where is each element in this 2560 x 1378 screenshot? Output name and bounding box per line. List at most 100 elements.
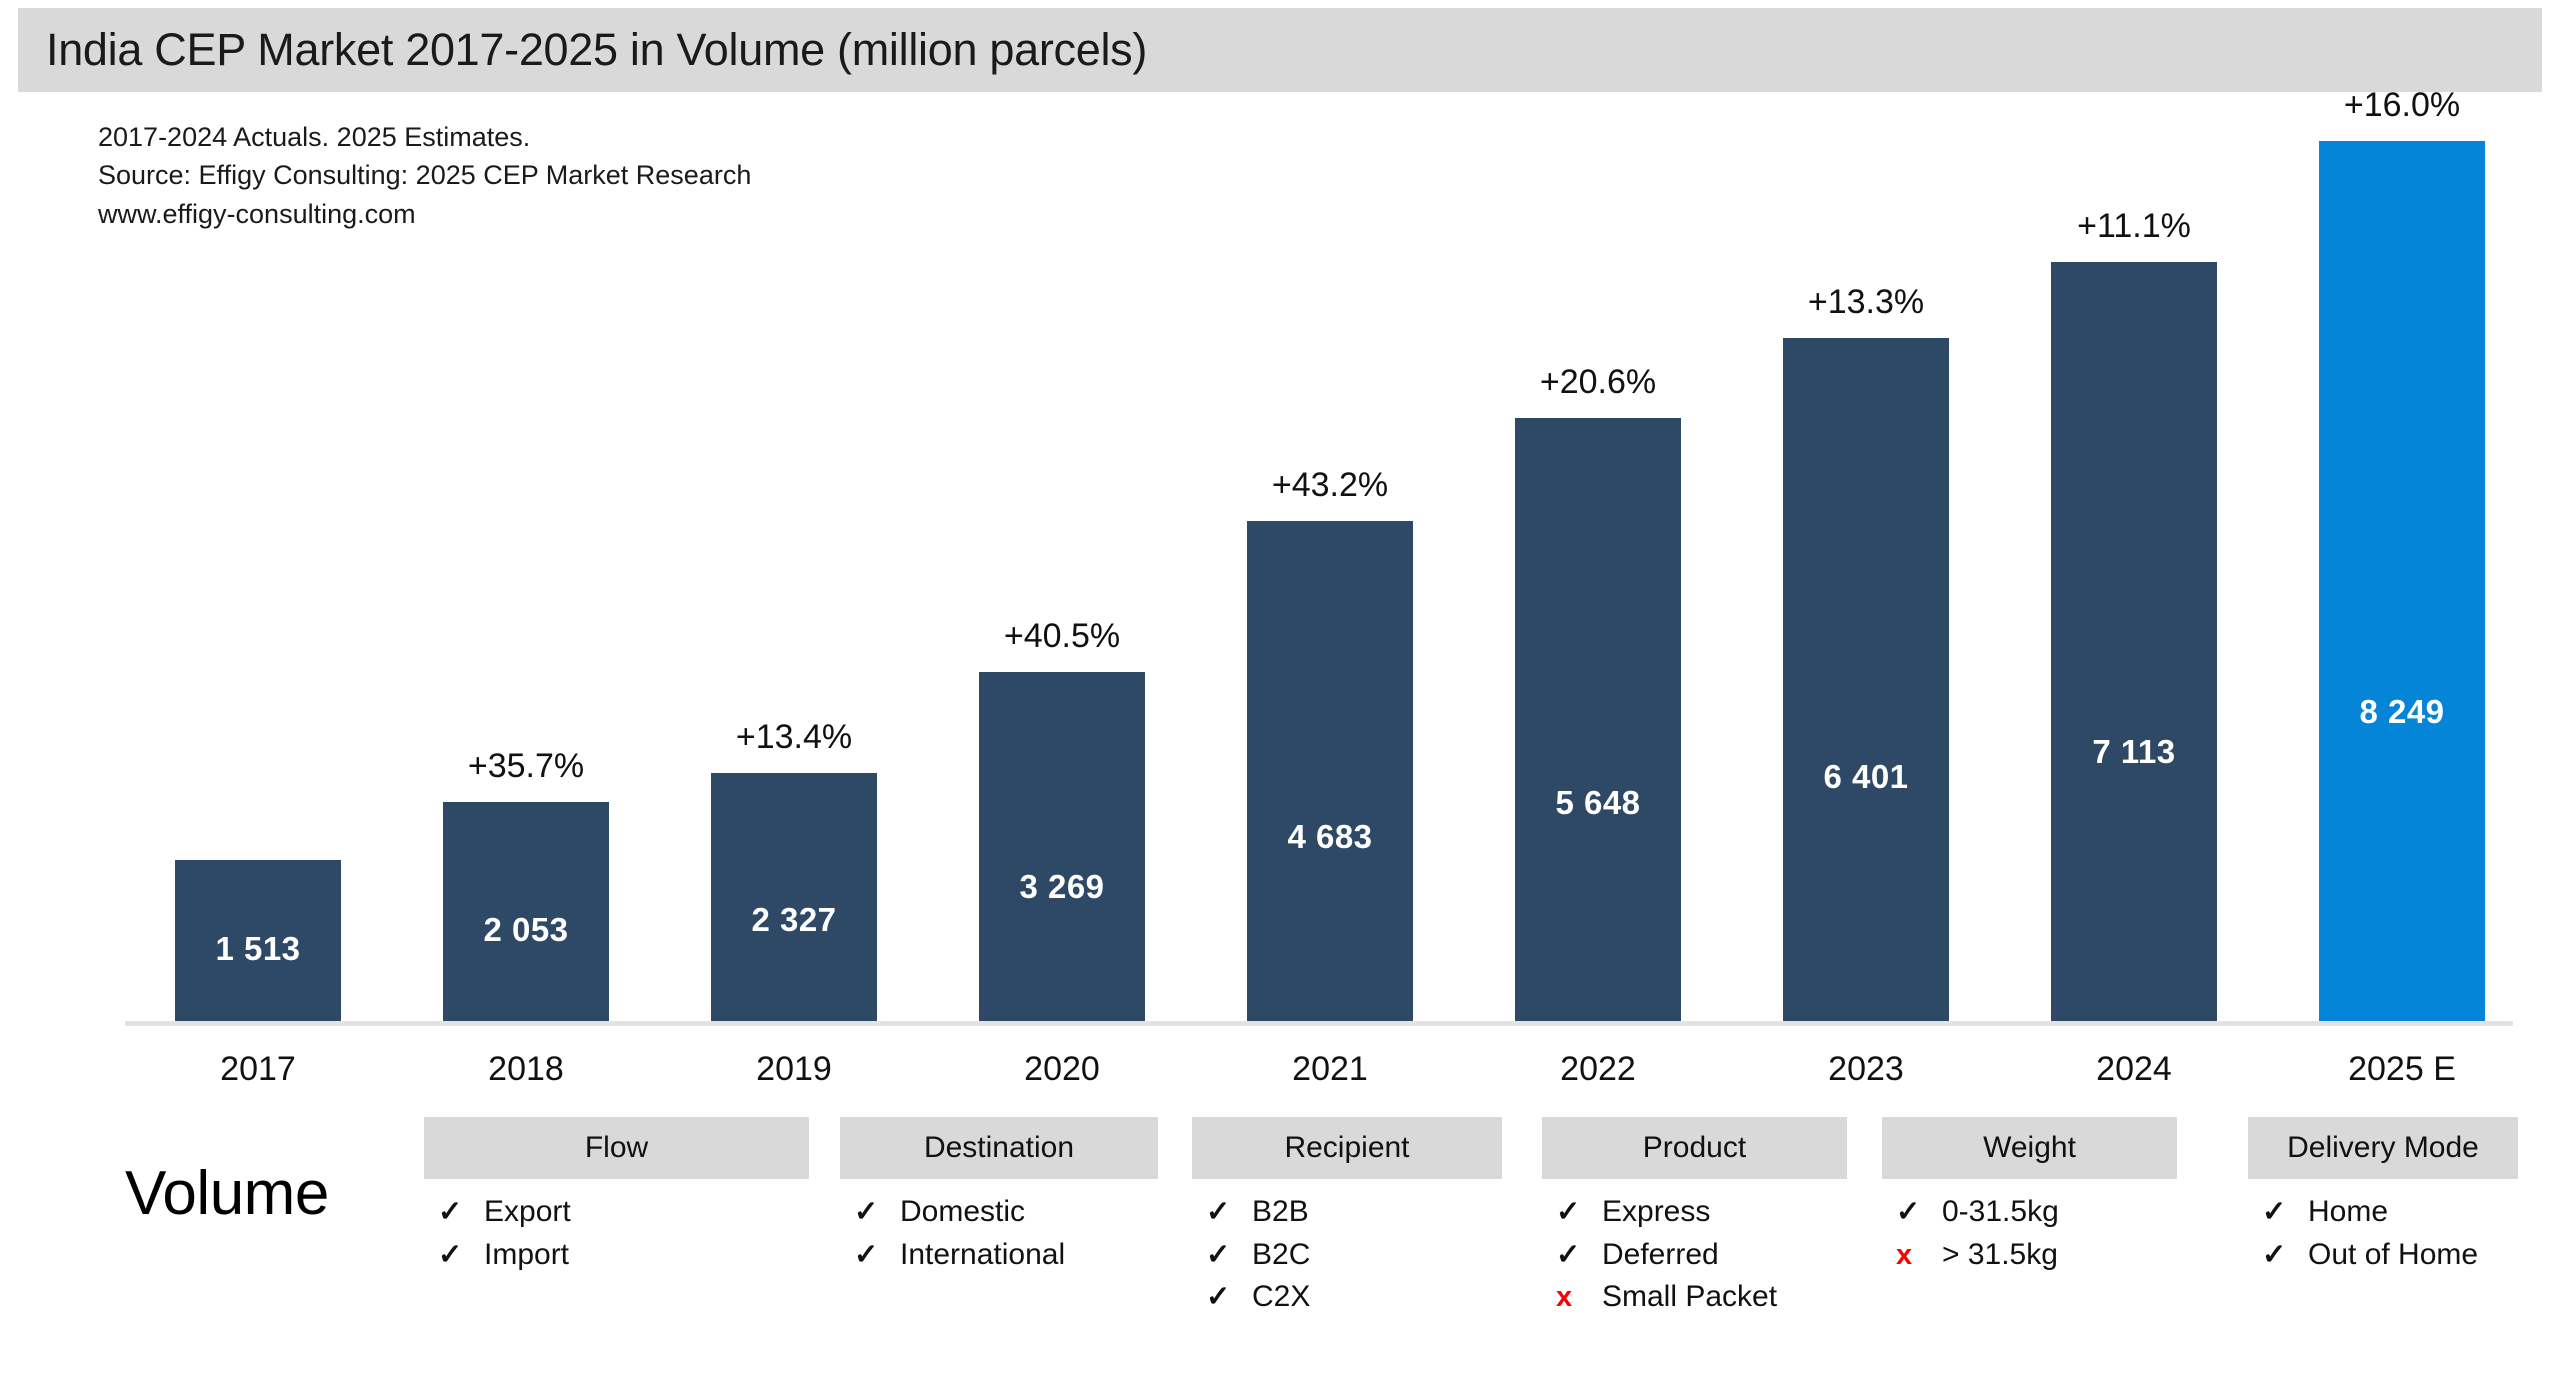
x-axis-line [125,1021,2513,1026]
dimension-item: ✓ Export [438,1191,809,1234]
check-icon: ✓ [1896,1196,1921,1228]
check-icon: ✓ [1556,1238,1581,1271]
dimension-item-label: 0-31.5kg [1942,1195,2059,1228]
dimension-item-label: C2X [1252,1280,1311,1314]
dimension-item: ✓ B2B [1206,1191,1502,1234]
bar-value-label: 8 249 [2359,693,2445,730]
dimension-item-label: Export [484,1195,571,1228]
bar-2018[interactable] [443,802,609,1021]
dimension-column-flow: Flow ✓ Export ✓ Import [424,1117,809,1276]
subtitle-line-website: www.effigy-consulting.com [98,198,416,229]
bar-2022[interactable] [1515,418,1681,1021]
bar-value-label: 7 113 [2092,733,2176,770]
dimension-item-label: > 31.5kg [1942,1237,2058,1271]
dimension-item-list: ✓ Express ✓ Deferred x Small Packet [1542,1191,1847,1319]
check-icon: ✓ [2262,1196,2287,1228]
page-title: India CEP Market 2017-2025 in Volume (mi… [46,24,1148,75]
volume-caption: Volume [125,1159,329,1228]
dimension-item-list: ✓ B2B ✓ B2C ✓ C2X [1192,1191,1502,1319]
bar-2021[interactable] [1247,521,1413,1021]
x-tick-label-2021: 2021 [1292,1050,1368,1088]
check-icon: ✓ [2262,1238,2287,1271]
dimension-item: ✓ Domestic [854,1191,1158,1234]
bar-growth-label: +43.2% [1271,466,1389,504]
dimension-item-label: Deferred [1602,1237,1719,1271]
bar-value-label: 1 513 [215,930,301,967]
check-icon: ✓ [854,1238,879,1271]
dimension-item: ✓ Deferred [1556,1234,1847,1277]
dimension-item-list: ✓ Domestic ✓ International [840,1191,1158,1276]
x-tick-label-2019: 2019 [756,1050,832,1088]
dimension-item: ✓ Out of Home [2262,1234,2518,1277]
bar-growth-label: +35.7% [467,747,585,785]
dimension-item: ✓ International [854,1234,1158,1277]
check-icon: ✓ [1206,1281,1231,1314]
bar-2019[interactable] [711,773,877,1021]
check-icon: ✓ [1206,1196,1231,1228]
bar-2020[interactable] [979,672,1145,1021]
dimension-item: x > 31.5kg [1896,1234,2177,1277]
bar-value-label: 5 648 [1555,784,1641,821]
check-icon: ✓ [1206,1238,1231,1271]
bar-growth-label: +13.4% [735,718,853,756]
dimension-item: x Small Packet [1556,1276,1847,1319]
x-tick-label-2025-E: 2025 E [2348,1050,2456,1088]
x-tick-label-2017: 2017 [220,1050,296,1088]
dimension-item-label: Import [484,1237,570,1271]
dimension-header: Delivery Mode [2248,1117,2518,1179]
cross-icon: x [1896,1238,1913,1271]
dimension-legend: Flow ✓ Export ✓ Import Destination ✓ Domestic ✓ I… [0,1117,2560,1377]
bar-growth-label: +20.6% [1539,363,1657,401]
x-tick-label-2022: 2022 [1560,1050,1636,1088]
dimension-item-label: B2B [1252,1195,1309,1228]
dimension-column-delivery-mode: Delivery Mode ✓ Home ✓ Out of Home [2248,1117,2518,1276]
bar-growth-label: +11.1% [2077,207,2191,245]
dimension-header: Recipient [1192,1117,1502,1179]
dimension-column-weight: Weight ✓ 0-31.5kg x > 31.5kg [1882,1117,2177,1276]
check-icon: ✓ [1556,1196,1581,1228]
bar-value-label: 4 683 [1287,818,1373,855]
dimension-item: ✓ Home [2262,1191,2518,1234]
bar-value-label: 2 327 [751,901,837,938]
dimension-item: ✓ Import [438,1234,809,1277]
dimension-header: Product [1542,1117,1847,1179]
dimension-item-label: Home [2308,1195,2389,1228]
dimension-item: ✓ B2C [1206,1234,1502,1277]
x-tick-label-2024: 2024 [2096,1050,2172,1088]
bar-2023[interactable] [1783,338,1949,1021]
dimension-item-label: Small Packet [1602,1280,1778,1314]
x-tick-label-2023: 2023 [1828,1050,1904,1088]
dimension-item: ✓ C2X [1206,1276,1502,1319]
dimension-item-list: ✓ Export ✓ Import [424,1191,809,1276]
bar-growth-label: +16.0% [2343,86,2461,124]
bar-value-label: 3 269 [1019,868,1105,905]
dimension-column-recipient: Recipient ✓ B2B ✓ B2C ✓ C2X [1192,1117,1502,1319]
bar-value-label: 6 401 [1823,758,1909,795]
dimension-item-label: Out of Home [2308,1237,2479,1271]
bar-value-label: 2 053 [483,911,569,948]
check-icon: ✓ [438,1238,463,1271]
bar-2017[interactable] [175,860,341,1021]
dimension-column-product: Product ✓ Express ✓ Deferred x Small Packet [1542,1117,1847,1319]
bar-2024[interactable] [2051,262,2217,1021]
dimension-header: Destination [840,1117,1158,1179]
dimension-item-label: Domestic [900,1195,1026,1228]
bar-growth-label: +40.5% [1003,617,1121,655]
subtitle-block: 2017-2024 Actuals. 2025 Estimates. Sourc… [98,118,751,233]
title-band: India CEP Market 2017-2025 in Volume (mi… [18,8,2542,92]
dimension-item-label: B2C [1252,1237,1311,1271]
check-icon: ✓ [854,1196,879,1228]
dimension-item-list: ✓ 0-31.5kg x > 31.5kg [1882,1191,2177,1276]
dimension-item-list: ✓ Home ✓ Out of Home [2248,1191,2518,1276]
x-tick-label-2020: 2020 [1024,1050,1100,1088]
dimension-header: Flow [424,1117,809,1179]
dimension-header: Weight [1882,1117,2177,1179]
x-tick-label-2018: 2018 [488,1050,564,1088]
dimension-item: ✓ Express [1556,1191,1847,1234]
subtitle-line-source: Source: Effigy Consulting: 2025 CEP Mark… [98,160,752,191]
bar-growth-label: +13.3% [1807,283,1925,321]
dimension-item-label: International [900,1237,1066,1271]
bar-2025-E[interactable] [2319,141,2485,1021]
cross-icon: x [1556,1281,1573,1314]
